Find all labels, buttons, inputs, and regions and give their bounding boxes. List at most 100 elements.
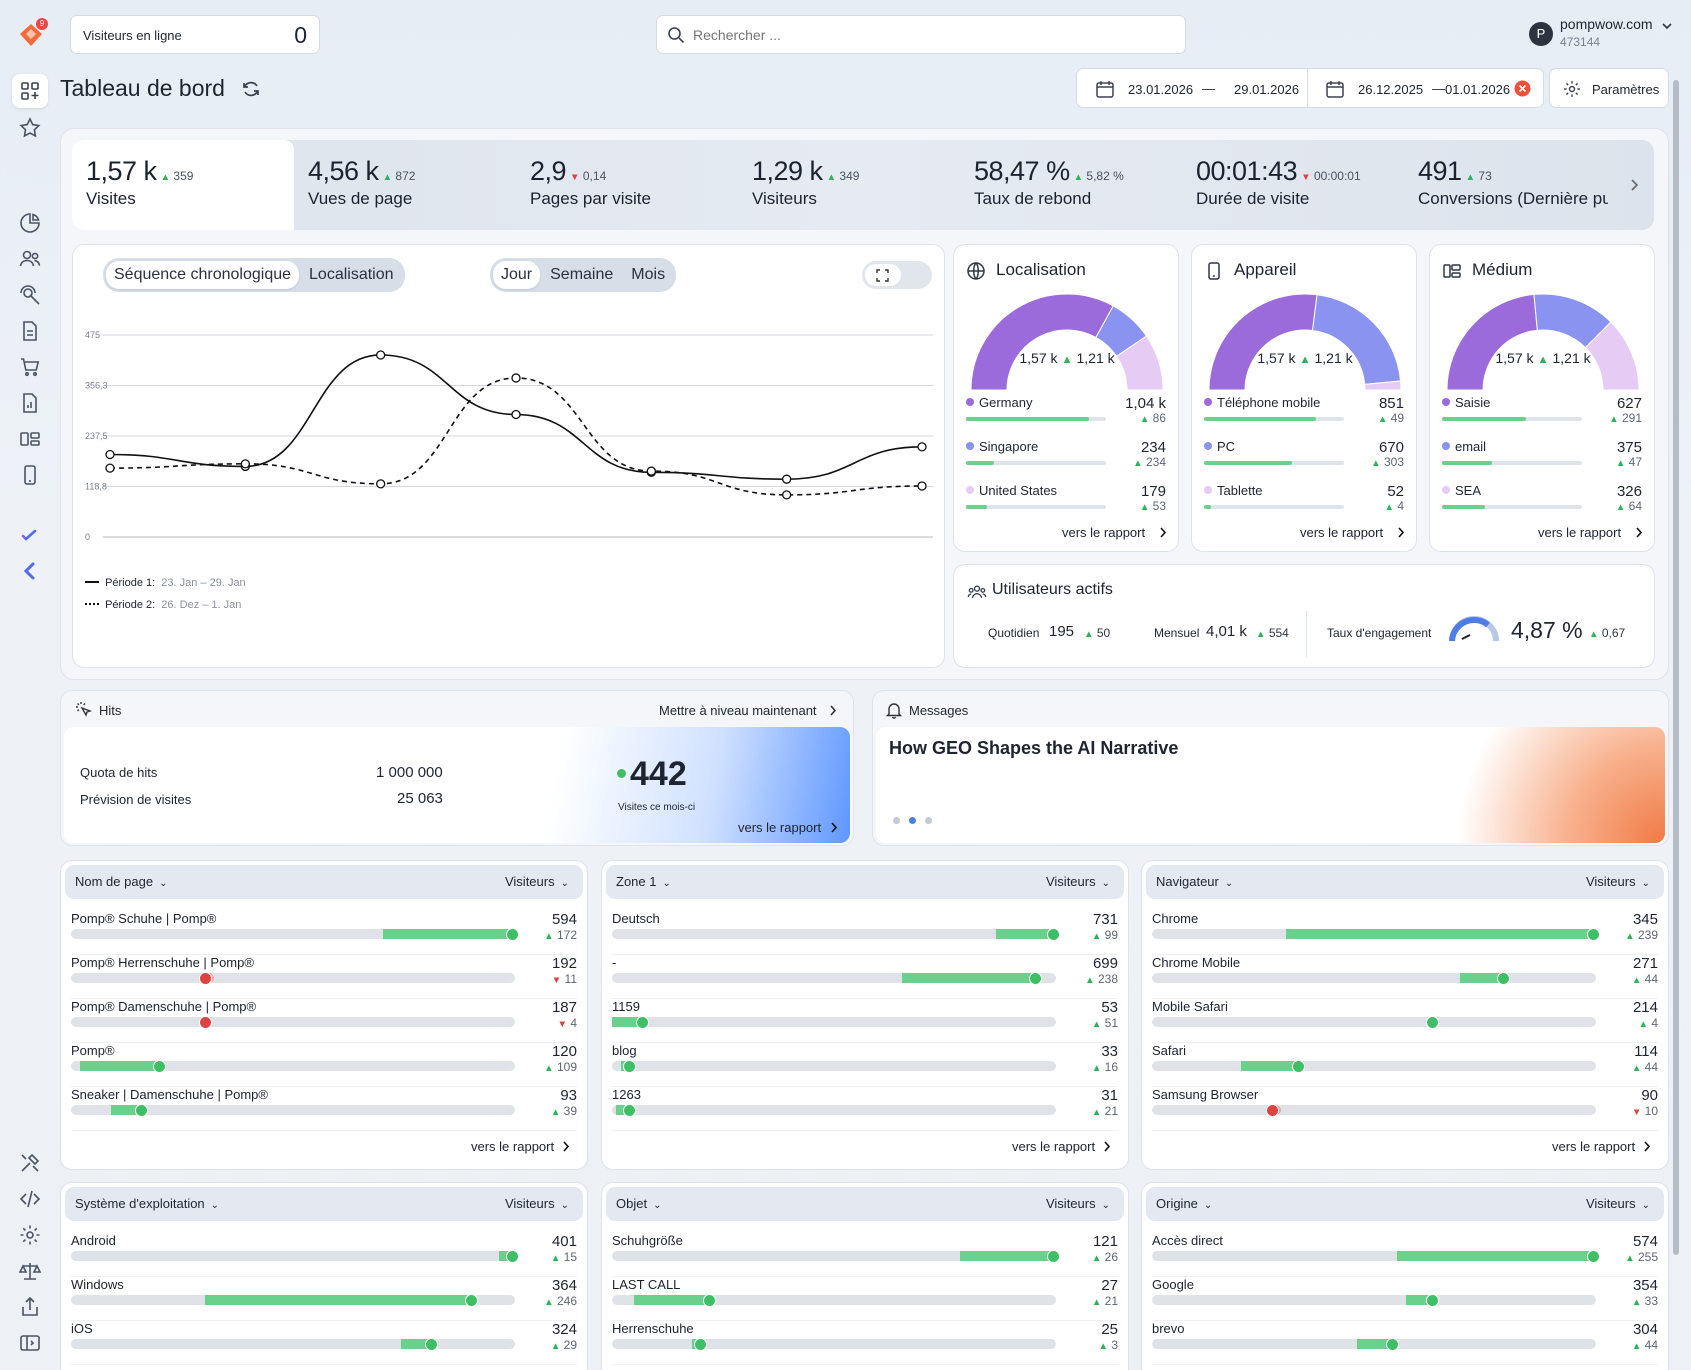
donut-legend-row[interactable]: email 375 ▲ 47 (1442, 439, 1642, 479)
list-row[interactable]: Sneaker | Damenschuhe | Pomp® 93 ▲ 39 (71, 1087, 577, 1131)
list-row[interactable]: Schuhgröße 121 ▲ 26 (612, 1233, 1118, 1277)
donut-segment[interactable] (1208, 293, 1318, 390)
list-row[interactable]: Pomp® Schuhe | Pomp® 594 ▲ 172 (71, 911, 577, 955)
kpi-tile[interactable]: 4,56 k ▲ 872 Vues de page (294, 140, 516, 228)
metric-selector[interactable]: Visiteurs ⌄ (505, 1196, 569, 1211)
list-row[interactable]: Windows 364 ▲ 246 (71, 1277, 577, 1321)
carousel-dot-3[interactable] (925, 817, 932, 824)
ecommerce-cart-icon[interactable] (18, 355, 42, 379)
list-row[interactable]: Safari 114 ▲ 44 (1152, 1043, 1658, 1087)
collapse-chevron-icon[interactable] (18, 559, 42, 583)
list-report-link[interactable]: vers le rapport (1012, 1139, 1096, 1154)
mobile-device-icon[interactable] (18, 463, 42, 487)
kpi-tile[interactable]: 1,57 k ▲ 359 Visites (72, 140, 294, 230)
kpi-tile[interactable]: 2,9 ▼ 0,14 Pages par visite (516, 140, 738, 228)
list-row[interactable]: Herrenschuhe 25 ▲ 3 (612, 1321, 1118, 1365)
code-icon[interactable] (18, 1187, 42, 1211)
donut-segment[interactable] (1311, 294, 1402, 385)
messages-inner[interactable]: How GEO Shapes the AI Narrative (876, 727, 1665, 843)
donut-report-link[interactable]: vers le rapport (1300, 525, 1384, 540)
list-row[interactable]: brevo 304 ▲ 44 (1152, 1321, 1658, 1365)
series-2-point[interactable] (105, 463, 115, 473)
donut-legend-row[interactable]: Singapore 234 ▲ 234 (966, 439, 1166, 479)
toggle-sidebar-icon[interactable] (18, 1331, 42, 1355)
dimension-selector[interactable]: Zone 1 (616, 874, 657, 889)
list-report-link[interactable]: vers le rapport (1552, 1139, 1636, 1154)
list-row[interactable]: Google 354 ▲ 33 (1152, 1277, 1658, 1321)
kpi-tile[interactable]: 1,29 k ▲ 349 Visiteurs (738, 140, 960, 228)
visitors-online-widget[interactable]: Visiteurs en ligne 0 (70, 15, 320, 54)
donut-legend-row[interactable]: Téléphone mobile 851 ▲ 49 (1204, 395, 1404, 435)
list-row[interactable]: Samsung Browser 90 ▼ 10 (1152, 1087, 1658, 1131)
visitors-icon[interactable] (18, 247, 42, 271)
list-row[interactable]: LAST CALL 27 ▲ 21 (612, 1277, 1118, 1321)
donut-legend-row[interactable]: SEA 326 ▲ 64 (1442, 483, 1642, 523)
donut-segment[interactable] (1446, 293, 1538, 390)
dimension-selector[interactable]: Nom de page (75, 874, 154, 889)
kpi-tile[interactable]: 00:01:43 ▼ 00:00:01 Durée de visite (1182, 140, 1404, 228)
pages-icon[interactable] (18, 319, 42, 343)
list-row[interactable]: Pomp® 120 ▲ 109 (71, 1043, 577, 1087)
donut-segment[interactable] (970, 293, 1114, 390)
hits-report-link[interactable]: vers le rapport (738, 820, 822, 835)
series-1-point[interactable] (376, 350, 386, 360)
series-2-point[interactable] (646, 466, 656, 476)
metric-selector[interactable]: Visiteurs ⌄ (1586, 1196, 1650, 1211)
donut-segment[interactable] (1115, 335, 1164, 390)
series-1-point[interactable] (917, 442, 927, 452)
list-row[interactable]: 1263 31 ▲ 21 (612, 1087, 1118, 1131)
dimension-selector[interactable]: Origine (1156, 1196, 1198, 1211)
series-2-point[interactable] (917, 481, 927, 491)
kpi-tile[interactable]: 491 ▲ 73 Conversions (Dernière pub (1404, 140, 1626, 228)
settings-button[interactable]: Paramètres (1549, 68, 1669, 108)
scrollbar-thumb[interactable] (1673, 80, 1679, 1255)
tab-month[interactable]: Mois (631, 266, 666, 283)
donut-legend-row[interactable]: PC 670 ▲ 303 (1204, 439, 1404, 479)
donut-segment[interactable] (1364, 380, 1402, 390)
metric-selector[interactable]: Visiteurs ⌄ (1586, 874, 1650, 889)
legal-scale-icon[interactable] (18, 1259, 42, 1283)
analytics-pie-icon[interactable] (18, 211, 42, 235)
series-2-point[interactable] (511, 373, 521, 383)
dashboard-nav[interactable] (12, 74, 48, 108)
series-1-point[interactable] (105, 449, 115, 460)
donut-segment[interactable] (1584, 321, 1640, 390)
upgrade-link[interactable]: Mettre à niveau maintenant (659, 703, 817, 718)
segments-icon[interactable] (18, 427, 42, 451)
list-row[interactable]: Android 401 ▲ 15 (71, 1233, 577, 1277)
donut-legend-row[interactable]: Saisie 627 ▲ 291 (1442, 395, 1642, 435)
carousel-dot-1[interactable] (893, 817, 900, 824)
donut-legend-row[interactable]: Germany 1,04 k ▲ 86 (966, 395, 1166, 435)
tab-location[interactable]: Localisation (309, 266, 394, 283)
acquisition-icon[interactable] (18, 283, 42, 307)
carousel-dot-2[interactable] (909, 817, 916, 824)
settings-gear-icon[interactable] (18, 1223, 42, 1247)
export-share-icon[interactable] (18, 1295, 42, 1319)
kpi-scroll-right-icon[interactable] (1628, 177, 1640, 193)
list-row[interactable]: Accès direct 574 ▲ 255 (1152, 1233, 1658, 1277)
fullscreen-toggle[interactable] (862, 261, 932, 289)
list-row[interactable]: Mobile Safari 214 ▲ 4 (1152, 999, 1658, 1043)
search-input[interactable] (693, 24, 1173, 46)
list-row[interactable]: Pomp® Damenschuhe | Pomp® 187 ▼ 4 (71, 999, 577, 1043)
series-1-point[interactable] (511, 409, 521, 420)
tab-sequence[interactable]: Séquence chronologique (106, 261, 300, 289)
series-2-point[interactable] (782, 490, 792, 500)
dimension-selector[interactable]: Système d'exploitation (75, 1196, 205, 1211)
series-2-point[interactable] (376, 479, 386, 489)
donut-report-link[interactable]: vers le rapport (1538, 525, 1622, 540)
donut-legend-row[interactable]: United States 179 ▲ 53 (966, 483, 1166, 523)
clear-compare-icon[interactable] (1514, 80, 1531, 97)
reports-icon[interactable] (18, 391, 42, 415)
tab-day[interactable]: Jour (493, 261, 541, 289)
kpi-tile[interactable]: 58,47 % ▲ 5,82 % Taux de rebond (960, 140, 1182, 228)
list-row[interactable]: Pomp® Herrenschuhe | Pomp® 192 ▼ 11 (71, 955, 577, 999)
series-2-point[interactable] (240, 459, 250, 469)
list-row[interactable]: - 699 ▲ 238 (612, 955, 1118, 999)
tools-icon[interactable] (18, 1151, 42, 1175)
refresh-icon[interactable] (240, 78, 262, 100)
tab-week[interactable]: Semaine (550, 266, 614, 283)
list-row[interactable]: 1159 53 ▲ 51 (612, 999, 1118, 1043)
list-row[interactable]: iOS 324 ▲ 29 (71, 1321, 577, 1365)
dimension-selector[interactable]: Navigateur (1156, 874, 1219, 889)
